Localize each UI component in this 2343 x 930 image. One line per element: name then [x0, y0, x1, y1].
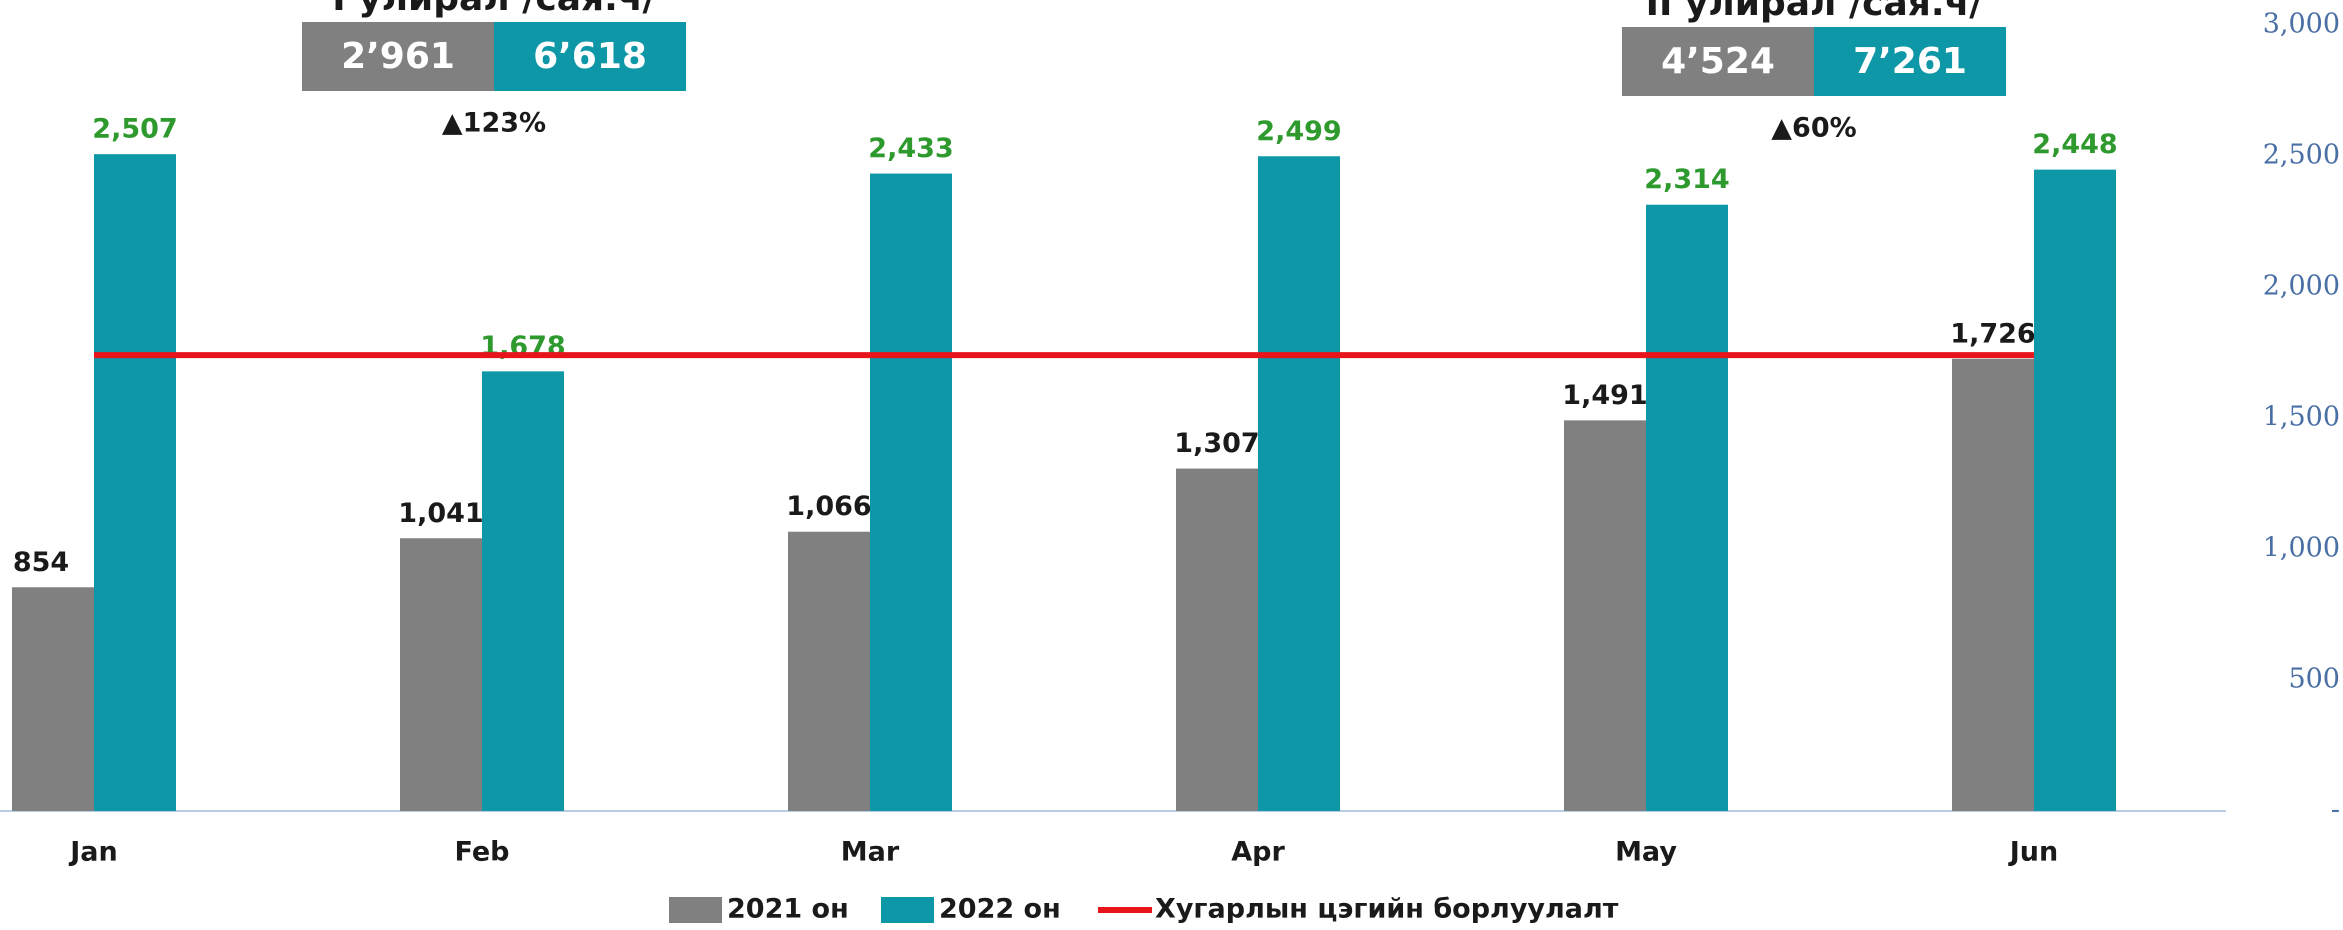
y-tick-label: 2,000	[2263, 271, 2340, 302]
summary-box-2021	[302, 22, 494, 91]
summary-2022: 6’618	[533, 36, 647, 77]
x-tick-label: Jun	[2008, 837, 2059, 868]
summary-title: II улирал /сая.ч/	[1646, 0, 1984, 24]
summary-title: I улирал /сая.ч/	[332, 0, 656, 19]
x-tick-label: Jan	[68, 837, 118, 868]
data-label: 2,314	[1644, 164, 1729, 195]
summary-change: ▲123%	[442, 108, 546, 139]
bar	[482, 371, 564, 811]
bar	[1646, 204, 1728, 811]
summary-box-2021	[1622, 27, 1814, 96]
bar	[12, 587, 94, 811]
legend-swatch	[669, 897, 722, 923]
data-label: 2,448	[2032, 129, 2117, 160]
legend-label: 2022 он	[939, 894, 1061, 925]
data-label: 2,433	[868, 133, 953, 164]
data-label: 1,307	[1174, 428, 1259, 459]
data-label: 1,491	[1562, 380, 1647, 411]
y-tick-label: 2,500	[2263, 140, 2340, 171]
bar	[1176, 468, 1258, 811]
bar	[400, 538, 482, 811]
y-tick-label: 1,000	[2263, 533, 2340, 564]
summary-box-2022	[1814, 27, 2006, 96]
bar	[1564, 420, 1646, 811]
summary-2022: 7’261	[1853, 41, 1967, 82]
bar	[2034, 169, 2116, 811]
data-label: 1,726	[1950, 318, 2035, 349]
y-tick-label: 3,000	[2263, 9, 2340, 40]
x-tick-label: May	[1615, 837, 1677, 868]
bar	[1952, 358, 2034, 811]
summary-change: ▲60%	[1771, 113, 1856, 144]
summary-2021: 4’524	[1661, 41, 1775, 82]
data-label: 1,066	[786, 491, 871, 522]
y-tick-label: 1,500	[2263, 402, 2340, 433]
summary-box-2022	[494, 22, 686, 91]
bar	[94, 154, 176, 811]
y-tick-label: -	[2331, 795, 2340, 826]
y-tick-label: 500	[2288, 664, 2340, 695]
bar	[788, 531, 870, 811]
bar	[1258, 156, 1340, 812]
x-tick-label: Feb	[455, 837, 510, 868]
data-label: 854	[13, 547, 69, 578]
x-tick-label: Mar	[841, 837, 900, 868]
data-label: 1,041	[398, 498, 483, 529]
x-tick-label: Apr	[1231, 837, 1285, 868]
legend-label: Хугарлын цэгийн борлуулалт	[1155, 894, 1619, 925]
legend-swatch	[881, 897, 934, 923]
summary-2021: 2’961	[341, 36, 455, 77]
data-label: 2,499	[1256, 116, 1341, 147]
bar	[870, 173, 952, 811]
data-label: 2,507	[92, 114, 177, 145]
legend-label: 2021 он	[727, 894, 849, 925]
